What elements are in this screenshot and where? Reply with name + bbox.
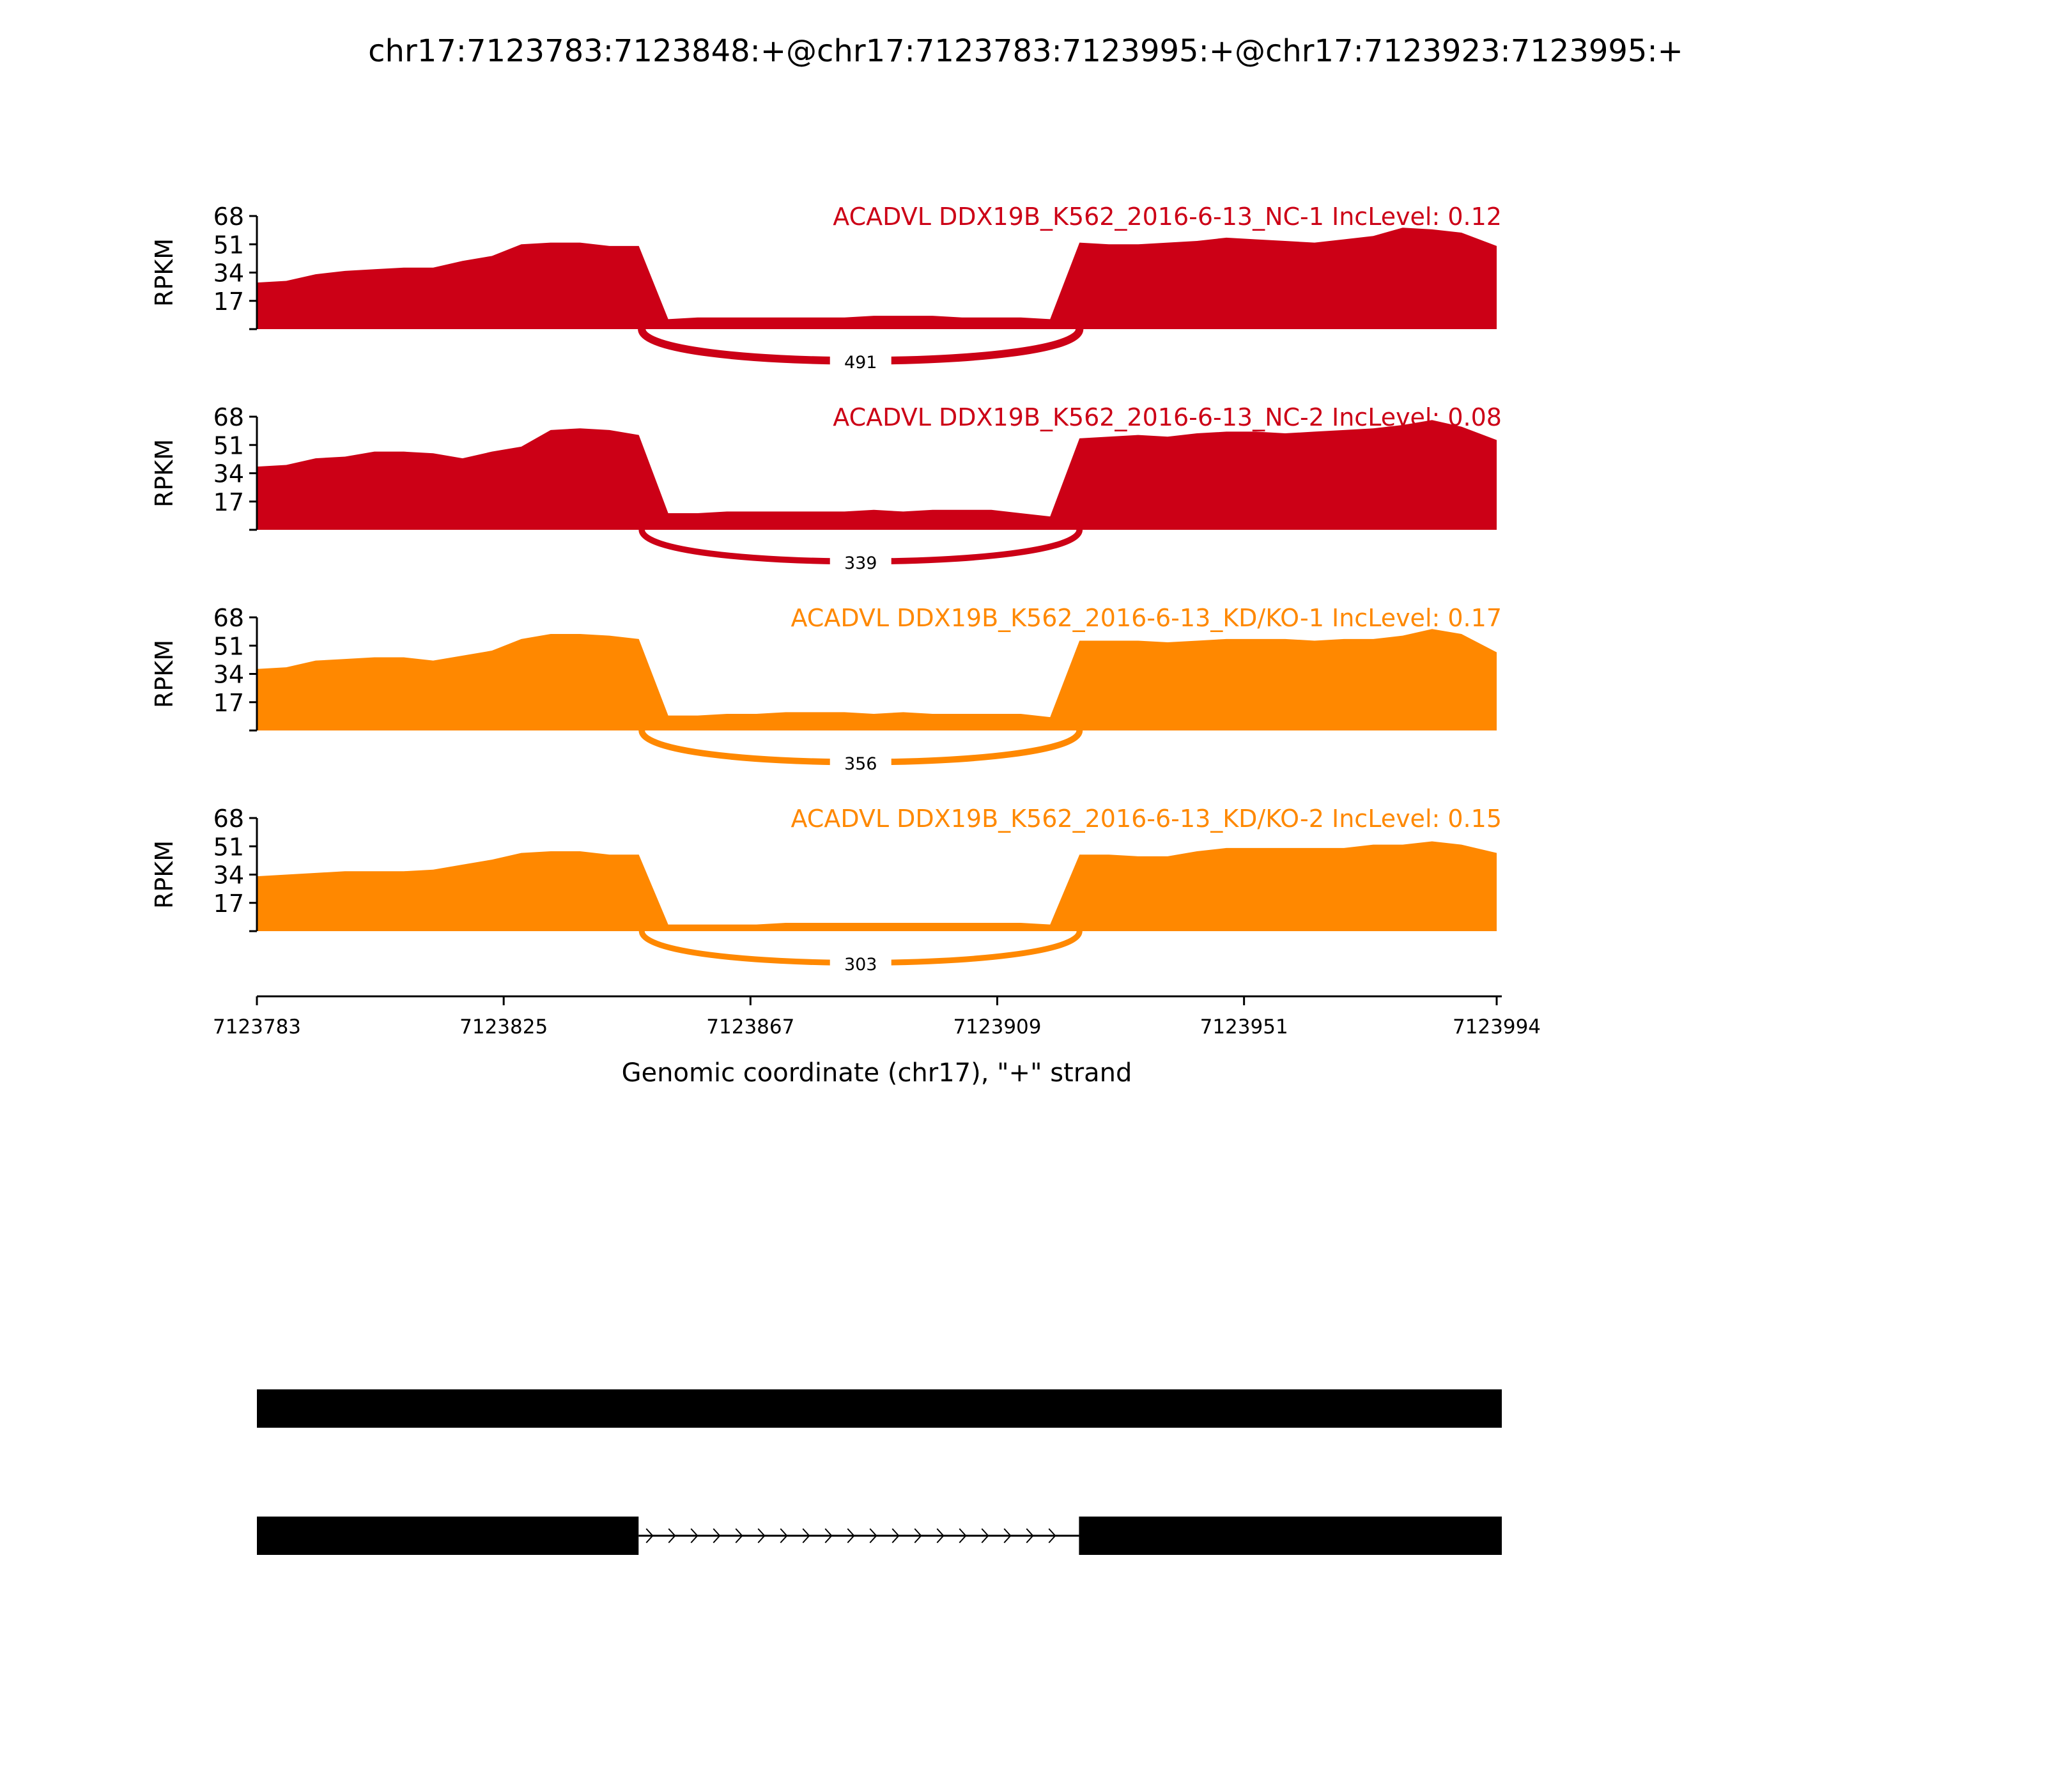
y-tick-label: 68 xyxy=(213,403,244,431)
strand-arrow-icon xyxy=(1048,1528,1056,1543)
x-tick-label: 7123951 xyxy=(1200,1016,1288,1039)
exon-block xyxy=(1079,1517,1502,1555)
sample-label: ACADVL DDX19B_K562_2016-6-13_KD/KO-1 Inc… xyxy=(791,604,1502,632)
strand-arrow-icon xyxy=(713,1528,721,1543)
strand-arrow-icon xyxy=(780,1528,788,1543)
junction-count-label: 356 xyxy=(844,754,877,774)
sample-label: ACADVL DDX19B_K562_2016-6-13_NC-1 IncLev… xyxy=(833,203,1502,231)
y-tick-label: 34 xyxy=(213,861,244,890)
gene-models xyxy=(257,1389,1502,1555)
coverage-area xyxy=(257,420,1497,530)
junction-label-bg xyxy=(830,751,891,774)
strand-arrow-icon xyxy=(645,1528,654,1543)
y-tick-label: 51 xyxy=(213,431,244,460)
exon-block xyxy=(257,1389,1502,1428)
strand-arrow-icon xyxy=(891,1528,900,1543)
junction-label-bg xyxy=(830,550,891,573)
coverage-area xyxy=(257,228,1497,329)
strand-arrow-icon xyxy=(690,1528,698,1543)
strand-arrow-icon xyxy=(936,1528,945,1543)
strand-arrow-icon xyxy=(914,1528,922,1543)
y-tick-label: 17 xyxy=(213,288,244,316)
sample-label: ACADVL DDX19B_K562_2016-6-13_KD/KO-2 Inc… xyxy=(791,805,1502,833)
y-tick-label: 17 xyxy=(213,890,244,918)
junction-count-label: 491 xyxy=(844,353,877,373)
x-tick-label: 7123909 xyxy=(953,1016,1041,1039)
strand-arrow-icon xyxy=(981,1528,989,1543)
transcript-1 xyxy=(257,1389,1502,1428)
y-axis-label: RPKM xyxy=(150,439,178,507)
exon-block xyxy=(257,1517,639,1555)
y-tick-label: 51 xyxy=(213,632,244,660)
y-tick-label: 68 xyxy=(213,203,244,231)
transcript-2 xyxy=(257,1517,1502,1555)
junction-label-bg xyxy=(830,952,891,975)
x-tick-label: 7123994 xyxy=(1453,1016,1541,1039)
chart-title: chr17:7123783:7123848:+@chr17:7123783:71… xyxy=(368,33,1683,69)
y-tick-label: 68 xyxy=(213,805,244,833)
x-tick-label: 7123783 xyxy=(213,1016,301,1039)
strand-arrow-icon xyxy=(869,1528,877,1543)
strand-arrow-icon xyxy=(1026,1528,1034,1543)
y-tick-label: 17 xyxy=(213,488,244,516)
x-axis-label: Genomic coordinate (chr17), "+" strand xyxy=(622,1058,1132,1088)
coverage-area xyxy=(257,841,1497,931)
coverage-area xyxy=(257,629,1497,730)
y-axis-label: RPKM xyxy=(150,640,178,708)
junction-count-label: 339 xyxy=(844,553,877,573)
junction-label-bg xyxy=(830,350,891,373)
y-tick-label: 34 xyxy=(213,661,244,689)
x-tick-label: 7123867 xyxy=(706,1016,794,1039)
junction-count-label: 303 xyxy=(844,955,877,975)
y-tick-label: 17 xyxy=(213,689,244,717)
strand-arrow-icon xyxy=(802,1528,810,1543)
sample-label: ACADVL DDX19B_K562_2016-6-13_NC-2 IncLev… xyxy=(833,403,1502,431)
strand-arrow-icon xyxy=(959,1528,967,1543)
strand-arrow-icon xyxy=(735,1528,743,1543)
y-axis-label: RPKM xyxy=(150,238,178,307)
y-tick-label: 34 xyxy=(213,259,244,288)
y-tick-label: 34 xyxy=(213,460,244,488)
strand-arrow-icon xyxy=(1003,1528,1012,1543)
y-axis-label: RPKM xyxy=(150,840,178,909)
y-tick-label: 51 xyxy=(213,231,244,259)
strand-arrow-icon xyxy=(847,1528,855,1543)
x-axis: 7123783 7123825 7123867 7123909 7123951 71239… xyxy=(213,995,1541,1039)
strand-arrow-icon xyxy=(668,1528,676,1543)
y-tick-label: 68 xyxy=(213,604,244,632)
strand-arrow-icon xyxy=(824,1528,833,1543)
y-tick-label: 51 xyxy=(213,833,244,861)
strand-arrow-icon xyxy=(757,1528,766,1543)
x-tick-label: 7123825 xyxy=(459,1016,548,1039)
